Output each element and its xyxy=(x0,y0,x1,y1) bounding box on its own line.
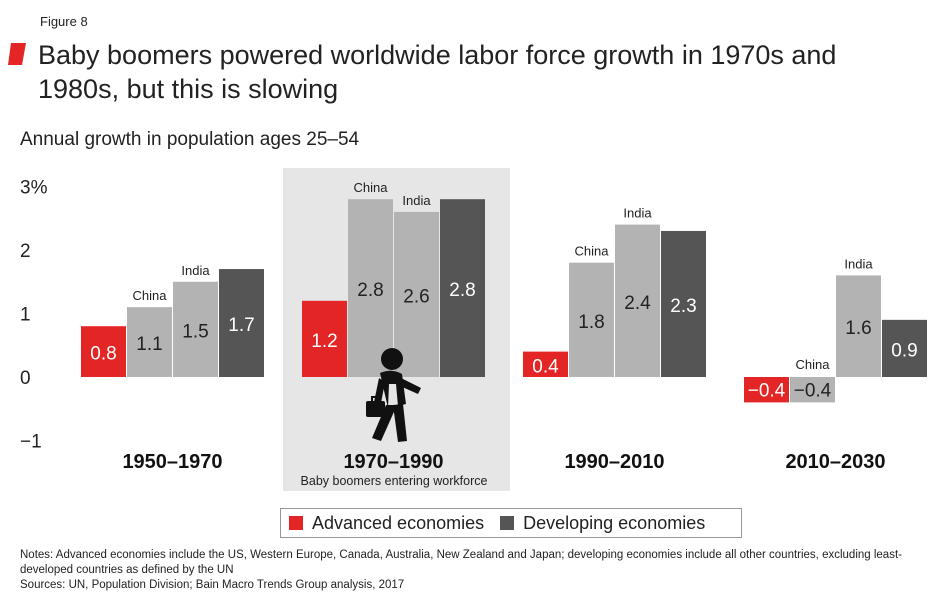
bar-developing xyxy=(661,230,706,377)
bar-developing xyxy=(219,269,264,377)
bar-series-label: India xyxy=(181,263,210,278)
bar-value-label: 0.9 xyxy=(891,340,917,361)
bar-value-label: 2.8 xyxy=(357,280,383,301)
legend: Advanced economies Developing economies xyxy=(280,508,742,538)
bar-developing xyxy=(440,199,485,377)
bar-series-label: India xyxy=(844,256,873,271)
legend-label-developing: Developing economies xyxy=(523,512,706,533)
title-accent-icon xyxy=(8,43,26,65)
bar-india xyxy=(615,224,660,377)
bar-value-label: 1.7 xyxy=(228,315,254,336)
bar-value-label: −0.4 xyxy=(794,381,832,402)
bar-china xyxy=(127,307,172,377)
bar-value-label: 2.3 xyxy=(670,296,696,317)
bar-series-label: China xyxy=(133,288,168,303)
bar-series-label: China xyxy=(354,180,389,195)
legend-label-advanced: Advanced economies xyxy=(312,512,485,533)
bar-value-label: −0.4 xyxy=(748,381,786,402)
category-label: 1990–2010 xyxy=(564,451,664,473)
bar-advanced xyxy=(523,351,568,377)
bar-value-label: 2.6 xyxy=(403,286,429,307)
chart-subtitle: Annual growth in population ages 25–54 xyxy=(20,129,360,150)
bar-advanced xyxy=(302,300,347,377)
bar-value-label: 0.4 xyxy=(532,356,559,377)
y-tick-label: 2 xyxy=(20,241,31,262)
category-label: 2010–2030 xyxy=(785,451,885,473)
bar-value-label: 1.1 xyxy=(136,334,162,355)
bar-china xyxy=(569,262,614,377)
bar-china xyxy=(348,199,393,377)
chart-title: Baby boomers powered worldwide labor for… xyxy=(38,40,837,104)
y-tick-label: 0 xyxy=(20,368,31,389)
bar-series-label: India xyxy=(623,206,652,221)
bar-value-label: 0.8 xyxy=(90,344,116,365)
y-tick-label: 1 xyxy=(20,305,31,326)
person-with-briefcase-icon xyxy=(366,348,421,442)
bar-india xyxy=(836,275,881,377)
bar-value-label: 1.2 xyxy=(311,331,337,352)
bar-value-label: 1.8 xyxy=(578,312,604,333)
category-label: 1970–1990 xyxy=(343,451,443,473)
legend-swatch-advanced xyxy=(289,516,303,530)
bar-series-label: China xyxy=(575,244,610,259)
bar-value-label: 1.6 xyxy=(845,318,871,339)
bar-advanced xyxy=(81,326,126,377)
bar-developing xyxy=(882,319,927,377)
highlight-note: Baby boomers entering workforce xyxy=(301,474,488,488)
bar-china xyxy=(790,377,835,403)
category-label: 1950–1970 xyxy=(122,451,222,473)
bar-india xyxy=(394,211,439,377)
legend-swatch-developing xyxy=(500,516,515,530)
bar-advanced xyxy=(744,377,789,403)
footnotes: Notes: Advanced economies include the US… xyxy=(20,548,930,593)
bar-value-label: 2.8 xyxy=(449,280,475,301)
legend-item-developing: Developing economies xyxy=(500,513,705,534)
figure-label: Figure 8 xyxy=(40,14,88,29)
sources-text: Sources: UN, Population Division; Bain M… xyxy=(20,579,405,591)
notes-text: Notes: Advanced economies include the US… xyxy=(20,549,902,576)
bar-india xyxy=(173,281,218,377)
bar-value-label: 2.4 xyxy=(624,293,651,314)
y-tick-label: 3% xyxy=(20,178,48,199)
bar-series-label: India xyxy=(402,193,431,208)
legend-item-advanced: Advanced economies xyxy=(289,513,484,534)
bar-value-label: 1.5 xyxy=(182,321,208,342)
bar-series-label: China xyxy=(796,357,831,372)
y-tick-label: −1 xyxy=(20,432,42,453)
